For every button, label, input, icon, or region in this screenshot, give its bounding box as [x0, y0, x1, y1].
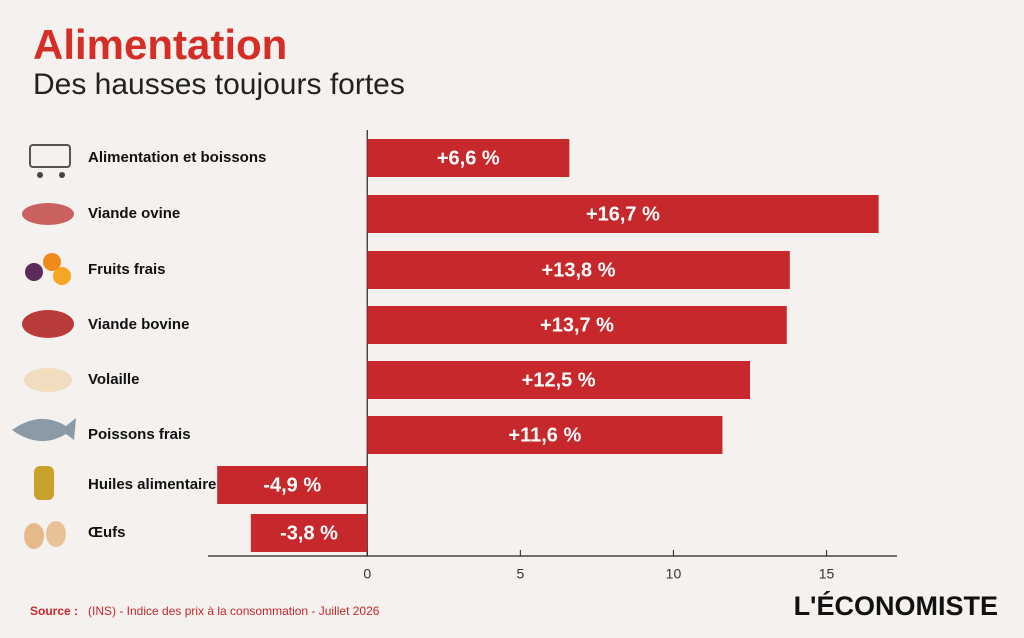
icon-cart [59, 172, 65, 178]
icon-egg [24, 523, 44, 549]
icon-fruit [53, 267, 71, 285]
icon-oil [34, 466, 54, 500]
icon-fruit [43, 253, 61, 271]
icon-cart [37, 172, 43, 178]
bar [367, 139, 570, 177]
x-tick-label: 5 [516, 566, 524, 582]
value-label: +11,6 % [508, 424, 581, 446]
logo: L'ÉCONOMISTE [794, 590, 998, 621]
category-label: Volaille [88, 371, 139, 388]
category-label: Viande ovine [88, 205, 180, 222]
bar [250, 514, 368, 552]
category-label: Huiles alimentaires [88, 476, 225, 493]
icon-poultry [24, 368, 72, 392]
source: (INS) - Indice des prix à la consommatio… [88, 604, 380, 618]
bar [367, 416, 723, 454]
value-label: -3,8 % [280, 522, 338, 544]
category-label: Fruits frais [88, 261, 166, 278]
icon-fruit [25, 263, 43, 281]
icons [12, 144, 76, 549]
value-label: +6,6 % [437, 147, 500, 169]
icon-meat [22, 203, 74, 225]
icon-fish [12, 418, 76, 442]
category-label: Œufs [88, 524, 126, 541]
bar [367, 361, 751, 399]
value-label: +13,8 % [542, 259, 616, 281]
icon-egg [46, 521, 66, 547]
category-label: Viande bovine [88, 316, 189, 333]
bar [217, 466, 368, 504]
x-tick-label: 10 [666, 566, 682, 582]
chart-subtitle: Des hausses toujours fortes [33, 68, 405, 101]
chart-title: Alimentation [33, 21, 287, 68]
value-label: +12,5 % [522, 369, 596, 391]
bar [367, 306, 787, 344]
category-label: Poissons frais [88, 426, 191, 443]
icon-cart [29, 144, 71, 168]
value-label: +13,7 % [540, 314, 614, 336]
value-label: +16,7 % [586, 203, 660, 225]
icon-beef [22, 310, 74, 338]
value-label: -4,9 % [263, 474, 321, 496]
source-label: Source : [30, 604, 78, 618]
bar [367, 195, 879, 233]
x-tick-label: 0 [363, 566, 371, 582]
x-tick-label: 15 [819, 566, 835, 582]
category-label: Alimentation et boissons [88, 149, 266, 166]
bar [367, 251, 790, 289]
